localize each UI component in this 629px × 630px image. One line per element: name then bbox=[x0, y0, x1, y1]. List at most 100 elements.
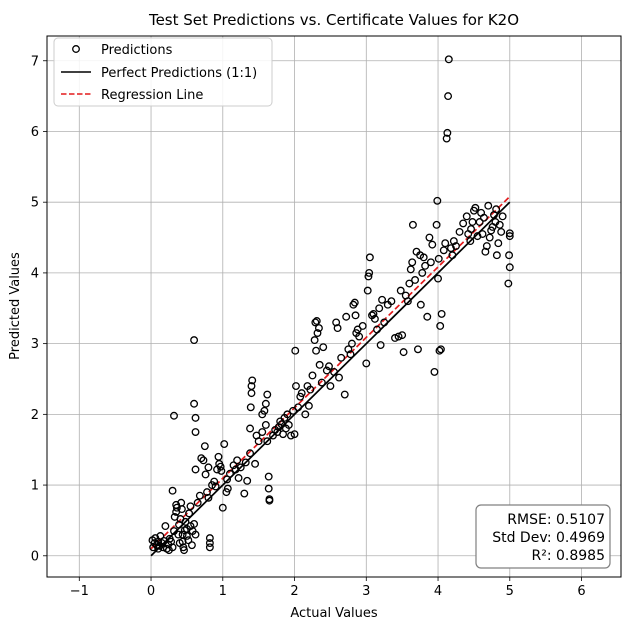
data-point bbox=[482, 242, 491, 250]
data-point bbox=[319, 343, 328, 352]
data-point bbox=[478, 230, 487, 238]
data-point bbox=[481, 247, 490, 256]
data-point bbox=[413, 345, 422, 354]
data-point bbox=[358, 321, 367, 330]
data-point bbox=[452, 242, 460, 250]
data-point bbox=[462, 212, 471, 221]
data-point bbox=[187, 541, 196, 550]
data-point bbox=[504, 279, 513, 288]
data-point bbox=[322, 366, 331, 375]
data-point bbox=[376, 341, 385, 349]
data-point bbox=[411, 276, 420, 284]
data-point bbox=[287, 431, 295, 440]
data-point bbox=[211, 482, 220, 491]
data-point bbox=[433, 196, 442, 205]
data-point bbox=[161, 522, 170, 531]
data-point bbox=[172, 500, 181, 509]
data-point bbox=[181, 517, 190, 526]
data-point bbox=[449, 237, 458, 246]
data-point bbox=[480, 213, 488, 222]
data-point bbox=[448, 251, 457, 260]
y-tick-label: 0 bbox=[31, 549, 39, 564]
data-point bbox=[263, 390, 272, 399]
data-point bbox=[218, 503, 227, 512]
data-point bbox=[174, 530, 183, 539]
data-point bbox=[439, 246, 448, 255]
data-point bbox=[261, 421, 270, 429]
data-point bbox=[364, 272, 373, 281]
x-axis-ticks: −1 0 1 2 3 4 5 6 bbox=[70, 577, 586, 599]
data-point bbox=[205, 534, 214, 543]
data-point bbox=[416, 300, 425, 309]
data-point bbox=[497, 227, 506, 236]
data-point bbox=[216, 462, 225, 471]
data-point bbox=[195, 491, 204, 500]
data-point bbox=[296, 392, 305, 401]
legend-box bbox=[53, 37, 273, 107]
x-axis-label: Actual Values bbox=[290, 606, 378, 621]
plot-area-frame bbox=[46, 35, 622, 578]
stats-box bbox=[475, 504, 611, 569]
data-point bbox=[223, 484, 232, 493]
data-point bbox=[204, 493, 213, 502]
data-point bbox=[185, 509, 194, 518]
data-point bbox=[175, 520, 183, 529]
data-point bbox=[471, 203, 480, 212]
y-tick-label: 7 bbox=[31, 54, 39, 69]
data-point bbox=[484, 201, 493, 210]
data-point bbox=[167, 537, 176, 546]
data-point bbox=[396, 286, 405, 295]
data-point bbox=[312, 346, 321, 355]
data-point bbox=[168, 486, 177, 495]
data-point bbox=[260, 406, 269, 415]
data-point bbox=[492, 251, 501, 260]
data-point bbox=[391, 334, 399, 342]
data-point bbox=[455, 227, 464, 236]
data-point bbox=[263, 437, 272, 446]
data-point bbox=[246, 424, 255, 433]
data-point bbox=[466, 237, 475, 246]
data-point bbox=[337, 353, 346, 362]
data-point bbox=[467, 225, 475, 234]
data-point bbox=[487, 226, 496, 235]
data-point bbox=[284, 421, 293, 429]
data-point bbox=[435, 346, 444, 355]
data-point bbox=[342, 312, 351, 321]
data-point bbox=[246, 449, 255, 458]
data-point bbox=[432, 220, 441, 229]
data-point bbox=[246, 403, 255, 412]
data-point bbox=[326, 382, 335, 391]
y-tick-label: 6 bbox=[31, 125, 39, 140]
data-point bbox=[505, 263, 514, 272]
legend-predictions-label: Predictions bbox=[101, 43, 173, 58]
data-point bbox=[312, 317, 321, 325]
data-point bbox=[243, 476, 252, 485]
data-point bbox=[434, 254, 443, 263]
data-point bbox=[370, 314, 379, 323]
data-point bbox=[199, 456, 208, 465]
data-point bbox=[283, 410, 292, 419]
reference-lines bbox=[150, 195, 511, 557]
data-point bbox=[444, 55, 453, 64]
data-point bbox=[217, 466, 226, 475]
data-point bbox=[236, 463, 245, 472]
data-point bbox=[418, 268, 427, 277]
data-point bbox=[492, 205, 501, 214]
data-point bbox=[292, 382, 300, 391]
data-point bbox=[423, 312, 432, 321]
data-point bbox=[311, 318, 320, 327]
data-point bbox=[350, 298, 359, 307]
data-point bbox=[495, 220, 504, 229]
stats-rmse: RMSE: 0.5107 bbox=[507, 512, 605, 528]
data-point bbox=[205, 539, 214, 548]
data-point bbox=[473, 232, 482, 241]
data-point bbox=[231, 465, 240, 474]
data-point bbox=[421, 261, 430, 270]
data-point bbox=[369, 309, 378, 318]
data-point bbox=[325, 362, 333, 371]
data-point bbox=[442, 134, 451, 143]
data-point bbox=[180, 546, 188, 555]
stats-r-squared: R²: 0.8985 bbox=[532, 548, 606, 564]
data-point bbox=[443, 128, 452, 137]
data-point bbox=[498, 212, 507, 221]
